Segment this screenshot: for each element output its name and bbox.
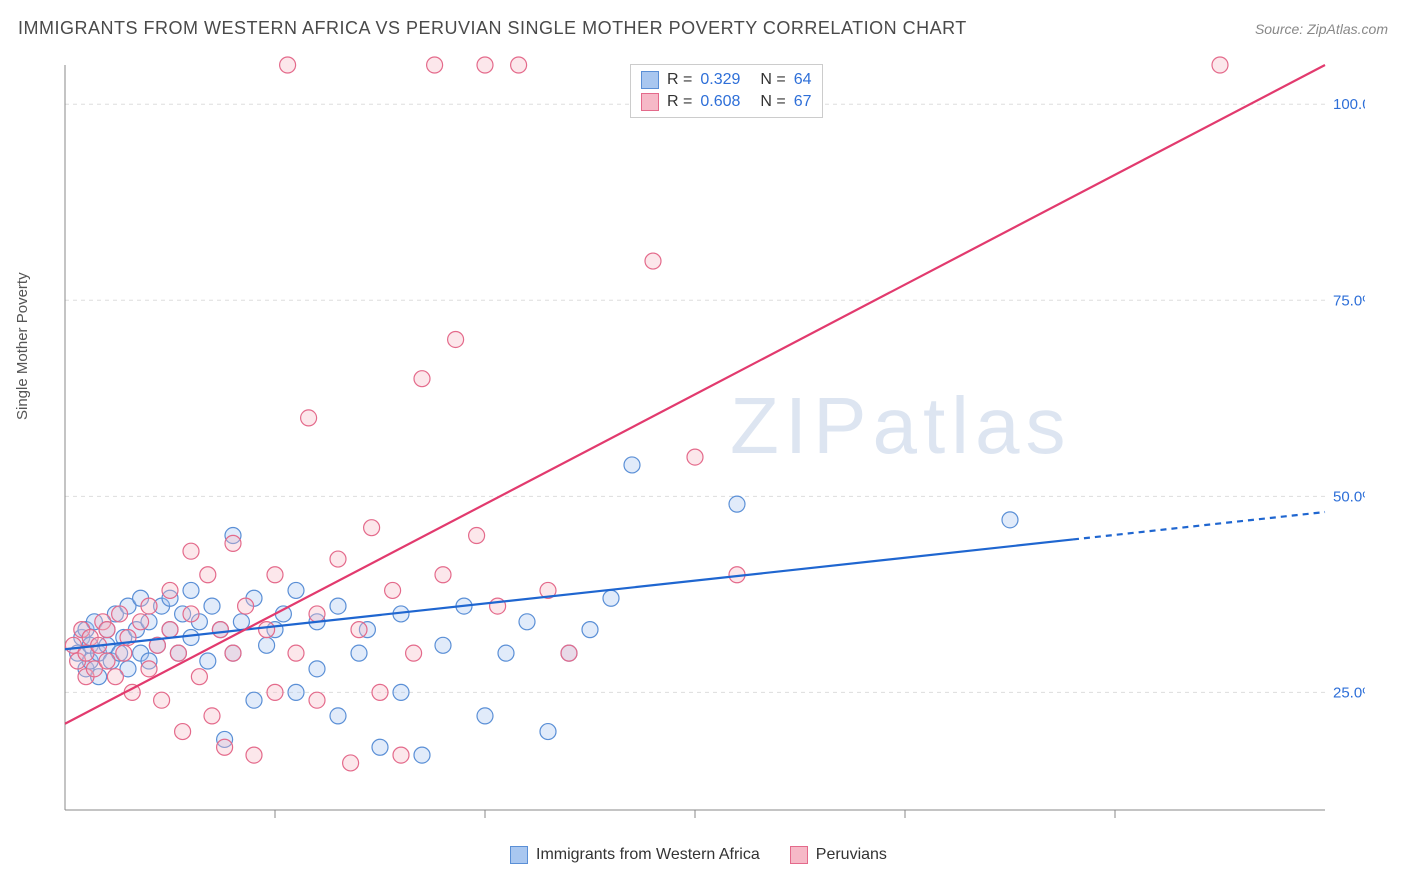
stat-r-label: R = <box>667 71 692 89</box>
stat-r-label: R = <box>667 93 692 111</box>
svg-text:0.0%: 0.0% <box>65 827 99 830</box>
swatch-pe <box>641 93 659 111</box>
scatter-plot-svg: 25.0% 50.0% 75.0% 100.0% 0.0% 30.0% <box>55 50 1365 830</box>
source-attribution: Source: ZipAtlas.com <box>1255 21 1388 37</box>
stat-n-pe: 67 <box>794 93 812 111</box>
swatch-pe-bottom <box>790 846 808 864</box>
bottom-legend: Immigrants from Western Africa Peruvians <box>510 846 887 864</box>
legend-item-pe: Peruvians <box>790 846 887 864</box>
svg-text:30.0%: 30.0% <box>1282 827 1325 830</box>
stat-n-label: N = <box>760 71 785 89</box>
legend-label-wa: Immigrants from Western Africa <box>536 846 760 864</box>
chart-title: IMMIGRANTS FROM WESTERN AFRICA VS PERUVI… <box>18 18 967 39</box>
stat-n-wa: 64 <box>794 71 812 89</box>
svg-text:75.0%: 75.0% <box>1333 292 1365 309</box>
stats-legend-box: R = 0.329 N = 64 R = 0.608 N = 67 <box>630 64 823 118</box>
legend-item-wa: Immigrants from Western Africa <box>510 846 760 864</box>
svg-text:25.0%: 25.0% <box>1333 684 1365 701</box>
svg-text:100.0%: 100.0% <box>1333 96 1365 113</box>
y-axis-label: Single Mother Poverty <box>14 272 31 420</box>
swatch-wa <box>641 71 659 89</box>
stat-r-pe: 0.608 <box>700 93 740 111</box>
svg-text:50.0%: 50.0% <box>1333 488 1365 505</box>
swatch-wa-bottom <box>510 846 528 864</box>
stats-row-wa: R = 0.329 N = 64 <box>641 69 812 91</box>
stats-row-pe: R = 0.608 N = 67 <box>641 91 812 113</box>
stat-r-wa: 0.329 <box>700 71 740 89</box>
legend-label-pe: Peruvians <box>816 846 887 864</box>
stat-n-label: N = <box>760 93 785 111</box>
plot-area: 25.0% 50.0% 75.0% 100.0% 0.0% 30.0% <box>55 50 1365 830</box>
